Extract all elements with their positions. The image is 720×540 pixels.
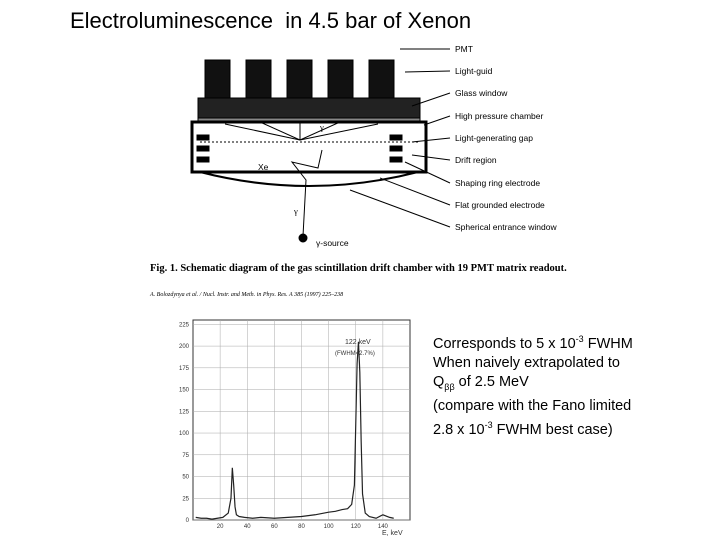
x-tick-label: 20 <box>217 524 224 530</box>
diagram-label: Glass window <box>455 88 508 98</box>
note-sub: ββ <box>444 381 455 392</box>
note-sup: -3 <box>575 334 584 344</box>
y-tick-label: 225 <box>179 322 190 328</box>
y-tick-label: 100 <box>179 431 190 437</box>
x-tick-label: 100 <box>324 524 335 530</box>
diagram-label: Shaping ring electrode <box>455 178 540 188</box>
x-tick-label: 60 <box>271 524 278 530</box>
diagram-label: Flat grounded electrode <box>455 200 545 210</box>
note-after: of 2.5 MeV <box>454 373 529 390</box>
source-label: γ-source <box>316 238 349 248</box>
x-axis-label: E, keV <box>382 530 403 537</box>
y-tick-label: 150 <box>179 388 190 394</box>
spectrum-line <box>195 341 394 520</box>
diagram-label: PMT <box>455 44 473 54</box>
caption: Fig. 1. Schematic diagram of the gas sci… <box>150 263 567 274</box>
note-sup: -3 <box>484 419 493 430</box>
diagram-label: Light-guid <box>455 66 493 76</box>
peak-note: (FWHM=2.7%) <box>335 351 375 357</box>
note-text: (compare with the Fano limited <box>433 397 632 414</box>
x-tick-label: 40 <box>244 524 251 530</box>
x-tick-label: 140 <box>378 524 389 530</box>
diagram-label: Spherical entrance window <box>455 222 557 232</box>
schematic <box>190 48 451 243</box>
diagram-label: Light-generating gap <box>455 133 533 143</box>
notes: Corresponds to 5 x 10-3 FWHM When naively… <box>433 330 633 440</box>
note-line: (compare with the Fano limited <box>433 397 633 416</box>
y-tick-label: 200 <box>179 344 190 350</box>
y-tick-label: 75 <box>182 453 189 459</box>
note-text: When naively extrapolated to <box>433 354 620 371</box>
note-line: Corresponds to 5 x 10-3 FWHM <box>433 330 633 354</box>
note-text: Corresponds to 5 x 10 <box>433 335 576 352</box>
slide-title: Electroluminescence in 4.5 bar of Xenon <box>70 8 472 33</box>
y-tick-label: 125 <box>179 409 190 415</box>
note-line: Qββ of 2.5 MeV <box>433 373 633 397</box>
gamma-label: γ <box>293 206 298 216</box>
note-after: FWHM best case) <box>492 421 613 438</box>
peak-label: 122 keV <box>345 339 371 346</box>
y-tick-label: 0 <box>186 518 190 524</box>
note-text: Q <box>433 373 445 390</box>
diagram-label: High pressure chamber <box>455 111 544 121</box>
y-tick-label: 50 <box>182 475 189 481</box>
note-after: FWHM <box>583 335 633 352</box>
note-line: When naively extrapolated to <box>433 354 633 373</box>
note-line: 2.8 x 10-3 FWHM best case) <box>433 416 633 440</box>
x-tick-label: 80 <box>298 524 305 530</box>
y-tick-label: 25 <box>182 496 189 502</box>
reference: A. Bolozdynya et al. / Nucl. Instr. and … <box>149 291 343 298</box>
gamma-label: γ <box>319 122 324 132</box>
diagram-label: Drift region <box>455 155 497 165</box>
x-tick-label: 120 <box>351 524 362 530</box>
note-text: 2.8 x 10 <box>433 421 485 438</box>
y-tick-label: 175 <box>179 366 190 372</box>
xe-label: Xe <box>258 162 269 172</box>
